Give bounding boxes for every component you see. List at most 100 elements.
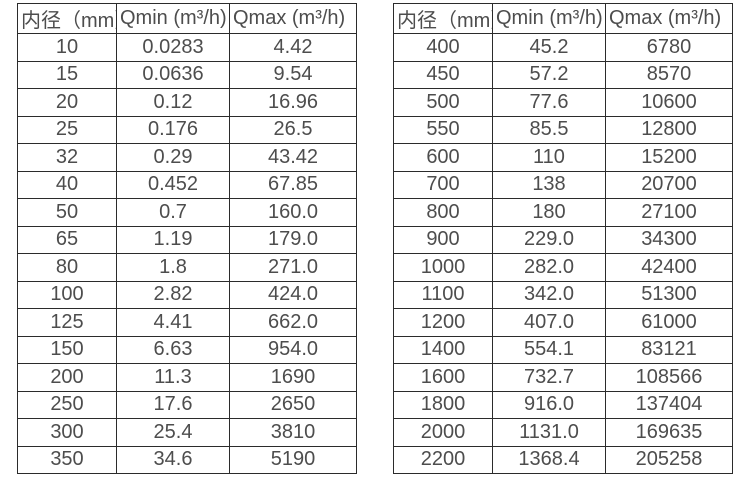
col-header-qmax: Qmax (m³/h) <box>605 3 733 34</box>
cell-qmax: 205258 <box>605 445 733 474</box>
cell-qmax: 51300 <box>605 280 733 309</box>
header-row: 内径（mm） Qmin (m³/h) Qmax (m³/h) <box>17 3 357 34</box>
table-row: 550 85.5 12800 <box>393 115 733 144</box>
cell-qmax: 954.0 <box>229 335 357 364</box>
table-row: 450 57.2 8570 <box>393 60 733 89</box>
table-row: 150 6.63 954.0 <box>17 335 357 364</box>
table-row: 300 25.4 3810 <box>17 418 357 447</box>
cell-qmax: 42400 <box>605 253 733 282</box>
cell-qmin: 0.0283 <box>116 33 230 62</box>
cell-qmin: 0.0636 <box>116 60 230 89</box>
cell-inner-diameter: 250 <box>17 390 117 419</box>
table-row: 1600 732.7 108566 <box>393 363 733 392</box>
cell-inner-diameter: 25 <box>17 115 117 144</box>
cell-inner-diameter: 800 <box>393 198 493 227</box>
cell-inner-diameter: 40 <box>17 170 117 199</box>
cell-inner-diameter: 900 <box>393 225 493 254</box>
cell-inner-diameter: 1200 <box>393 308 493 337</box>
cell-qmin: 0.7 <box>116 198 230 227</box>
cell-qmax: 271.0 <box>229 253 357 282</box>
cell-inner-diameter: 80 <box>17 253 117 282</box>
cell-inner-diameter: 1800 <box>393 390 493 419</box>
table-body-small-diameters: 10 0.0283 4.42 15 0.0636 9.54 20 0.12 16.96 25 0.1… <box>17 33 357 474</box>
cell-qmin: 0.29 <box>116 143 230 172</box>
cell-inner-diameter: 1600 <box>393 363 493 392</box>
cell-qmax: 2650 <box>229 390 357 419</box>
cell-inner-diameter: 550 <box>393 115 493 144</box>
cell-qmax: 16.96 <box>229 88 357 117</box>
col-header-qmin: Qmin (m³/h) <box>492 3 606 34</box>
cell-inner-diameter: 700 <box>393 170 493 199</box>
cell-inner-diameter: 100 <box>17 280 117 309</box>
cell-inner-diameter: 2000 <box>393 418 493 447</box>
cell-qmin: 1368.4 <box>492 445 606 474</box>
table-row: 80 1.8 271.0 <box>17 253 357 282</box>
table-row: 1200 407.0 61000 <box>393 308 733 337</box>
cell-inner-diameter: 1000 <box>393 253 493 282</box>
cell-qmax: 169635 <box>605 418 733 447</box>
table-row: 1400 554.1 83121 <box>393 335 733 364</box>
cell-qmin: 25.4 <box>116 418 230 447</box>
cell-qmax: 67.85 <box>229 170 357 199</box>
cell-qmin: 77.6 <box>492 88 606 117</box>
table-header: 内径（mm） Qmin (m³/h) Qmax (m³/h) <box>393 3 733 34</box>
cell-qmin: 45.2 <box>492 33 606 62</box>
cell-qmax: 26.5 <box>229 115 357 144</box>
cell-qmax: 8570 <box>605 60 733 89</box>
cell-inner-diameter: 200 <box>17 363 117 392</box>
table-header: 内径（mm） Qmin (m³/h) Qmax (m³/h) <box>17 3 357 34</box>
table-row: 500 77.6 10600 <box>393 88 733 117</box>
table-row: 350 34.6 5190 <box>17 445 357 474</box>
table-row: 15 0.0636 9.54 <box>17 60 357 89</box>
cell-inner-diameter: 50 <box>17 198 117 227</box>
cell-qmax: 4.42 <box>229 33 357 62</box>
table-row: 400 45.2 6780 <box>393 33 733 62</box>
cell-inner-diameter: 15 <box>17 60 117 89</box>
table-row: 20 0.12 16.96 <box>17 88 357 117</box>
cell-qmax: 1690 <box>229 363 357 392</box>
cell-inner-diameter: 20 <box>17 88 117 117</box>
cell-inner-diameter: 1100 <box>393 280 493 309</box>
cell-inner-diameter: 32 <box>17 143 117 172</box>
cell-qmin: 282.0 <box>492 253 606 282</box>
cell-qmax: 108566 <box>605 363 733 392</box>
cell-qmax: 9.54 <box>229 60 357 89</box>
table-row: 32 0.29 43.42 <box>17 143 357 172</box>
cell-qmin: 407.0 <box>492 308 606 337</box>
table-row: 40 0.452 67.85 <box>17 170 357 199</box>
cell-qmin: 85.5 <box>492 115 606 144</box>
table-row: 25 0.176 26.5 <box>17 115 357 144</box>
cell-qmin: 554.1 <box>492 335 606 364</box>
cell-qmin: 6.63 <box>116 335 230 364</box>
cell-qmax: 424.0 <box>229 280 357 309</box>
cell-qmin: 4.41 <box>116 308 230 337</box>
cell-inner-diameter: 150 <box>17 335 117 364</box>
table-row: 200 11.3 1690 <box>17 363 357 392</box>
table-row: 2000 1131.0 169635 <box>393 418 733 447</box>
cell-qmin: 0.452 <box>116 170 230 199</box>
cell-qmin: 229.0 <box>492 225 606 254</box>
table-row: 125 4.41 662.0 <box>17 308 357 337</box>
flow-table-small-diameters: 内径（mm） Qmin (m³/h) Qmax (m³/h) 100.02834… <box>17 3 357 474</box>
col-header-qmax: Qmax (m³/h) <box>229 3 357 34</box>
cell-qmin: 1.8 <box>116 253 230 282</box>
table-row: 900 229.0 34300 <box>393 225 733 254</box>
col-header-inner-diameter: 内径（mm） <box>393 3 493 34</box>
cell-inner-diameter: 2200 <box>393 445 493 474</box>
cell-inner-diameter: 65 <box>17 225 117 254</box>
cell-qmin: 110 <box>492 143 606 172</box>
cell-qmax: 137404 <box>605 390 733 419</box>
cell-qmax: 3810 <box>229 418 357 447</box>
cell-qmin: 138 <box>492 170 606 199</box>
cell-qmin: 11.3 <box>116 363 230 392</box>
cell-qmax: 43.42 <box>229 143 357 172</box>
table-row: 600 110 15200 <box>393 143 733 172</box>
cell-inner-diameter: 400 <box>393 33 493 62</box>
cell-qmax: 83121 <box>605 335 733 364</box>
cell-inner-diameter: 10 <box>17 33 117 62</box>
cell-qmin: 0.12 <box>116 88 230 117</box>
cell-qmax: 15200 <box>605 143 733 172</box>
table-row: 250 17.6 2650 <box>17 390 357 419</box>
header-row: 内径（mm） Qmin (m³/h) Qmax (m³/h) <box>393 3 733 34</box>
